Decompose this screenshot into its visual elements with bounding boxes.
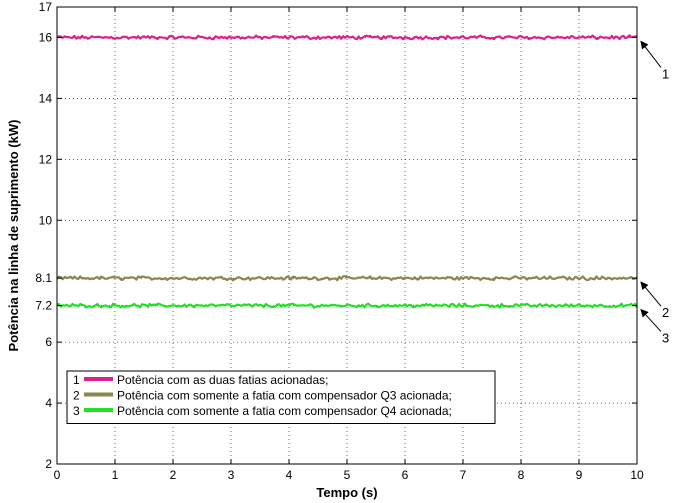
series-lines bbox=[56, 34, 638, 309]
y-tick-label: 16 bbox=[39, 30, 53, 44]
y-tick-label: 8.1 bbox=[35, 271, 52, 285]
legend-box bbox=[66, 370, 496, 424]
legend-index: 2 bbox=[73, 389, 80, 403]
y-tick-label: 7.2 bbox=[35, 299, 52, 313]
x-tick-label: 6 bbox=[402, 468, 409, 482]
annotation-label: 1 bbox=[662, 66, 669, 81]
legend-index: 3 bbox=[73, 404, 80, 418]
legend-entry: Potência com as duas fatias acionadas; bbox=[117, 373, 328, 387]
x-tick-label: 7 bbox=[460, 468, 467, 482]
x-tick-label: 10 bbox=[630, 468, 644, 482]
annotation-arrow bbox=[640, 281, 662, 307]
annotations: 1 2 3 bbox=[640, 40, 669, 346]
legend-entry: Potência com somente a fatia com compens… bbox=[117, 404, 452, 418]
legend-entry: Potência com somente a fatia com compens… bbox=[117, 389, 452, 403]
y-tick-label: 10 bbox=[39, 213, 53, 227]
x-tick-label: 9 bbox=[576, 468, 583, 482]
legend-index: 1 bbox=[73, 373, 80, 387]
series-line-2 bbox=[56, 275, 638, 282]
annotation-arrow bbox=[640, 40, 662, 68]
series-line-1 bbox=[56, 34, 638, 41]
x-tick-label: 8 bbox=[518, 468, 525, 482]
annotation-arrow bbox=[640, 308, 662, 332]
y-tick-label: 2 bbox=[45, 457, 52, 471]
legend: 1 Potência com as duas fatias acionadas; 2… bbox=[66, 370, 496, 424]
x-tick-label: 4 bbox=[286, 468, 293, 482]
x-tick-label: 1 bbox=[112, 468, 119, 482]
x-axis-label: Tempo (s) bbox=[316, 485, 377, 500]
x-tick-label: 3 bbox=[228, 468, 235, 482]
annotation-label: 2 bbox=[662, 305, 669, 320]
y-axis-label: Potência na linha de suprimento (kW) bbox=[6, 120, 21, 352]
series-line-3 bbox=[56, 302, 638, 309]
x-tick-label: 0 bbox=[54, 468, 61, 482]
y-tick-label: 17 bbox=[39, 0, 53, 14]
annotation-label: 3 bbox=[662, 331, 669, 346]
y-tick-label: 14 bbox=[39, 91, 53, 105]
y-tick-label: 12 bbox=[39, 152, 53, 166]
x-tick-label: 5 bbox=[344, 468, 351, 482]
y-tick-label: 6 bbox=[45, 335, 52, 349]
x-tick-label: 2 bbox=[170, 468, 177, 482]
y-tick-label: 4 bbox=[45, 396, 52, 410]
